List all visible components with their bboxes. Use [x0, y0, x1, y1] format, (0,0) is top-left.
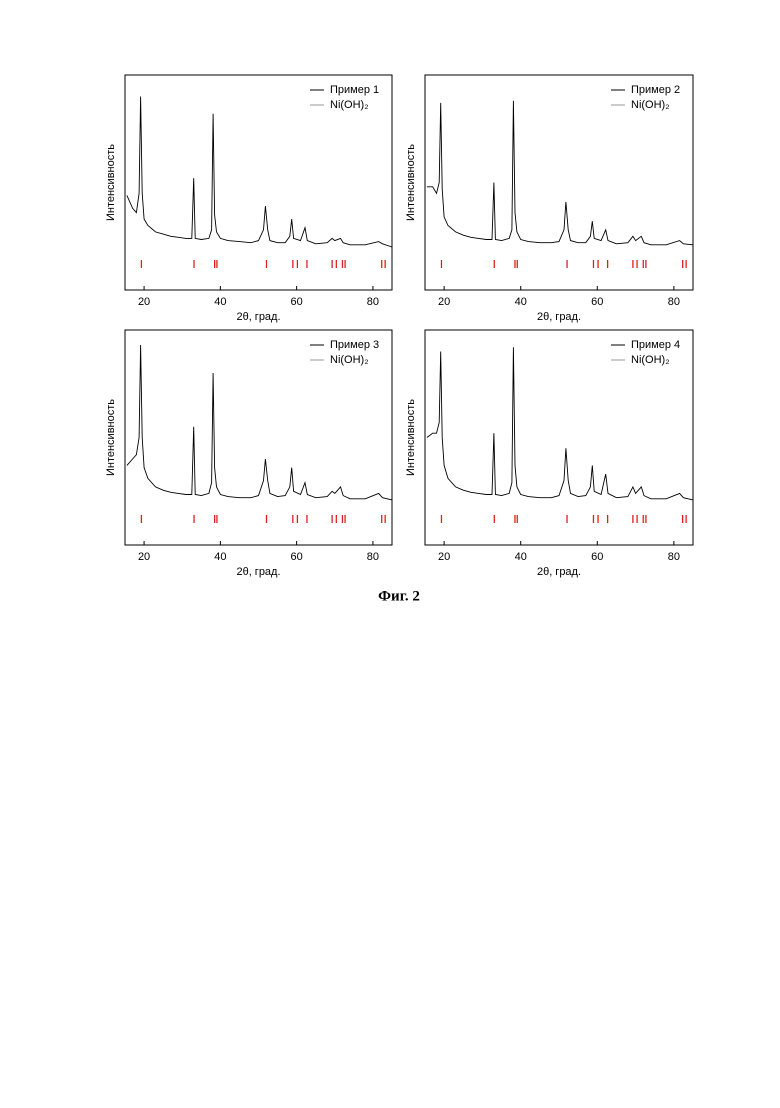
x-axis-label: 2θ, град. — [236, 566, 280, 578]
x-tick-label: 20 — [438, 296, 450, 308]
y-axis-label: Интенсивность — [105, 144, 117, 221]
legend-label: Ni(OH)₂ — [631, 354, 669, 366]
y-axis-label: Интенсивность — [405, 399, 417, 476]
x-tick-label: 20 — [138, 296, 150, 308]
y-axis-label: Интенсивность — [105, 399, 117, 476]
x-axis-label: 2θ, град. — [236, 311, 280, 323]
pattern-line — [127, 345, 392, 500]
x-tick-label: 80 — [367, 551, 379, 563]
x-tick-label: 20 — [438, 551, 450, 563]
legend-label: Ni(OH)₂ — [631, 99, 669, 111]
y-axis-label: Интенсивность — [405, 144, 417, 221]
x-tick-label: 20 — [138, 551, 150, 563]
x-tick-label: 40 — [214, 551, 226, 563]
pattern-line — [427, 347, 693, 500]
legend-label: Пример 1 — [330, 84, 379, 96]
x-tick-label: 60 — [291, 296, 303, 308]
pattern-line — [427, 101, 693, 245]
legend-label: Ni(OH)₂ — [330, 99, 368, 111]
x-tick-label: 80 — [367, 296, 379, 308]
legend-label: Ni(OH)₂ — [330, 354, 368, 366]
x-tick-label: 40 — [214, 296, 226, 308]
x-axis-label: 2θ, град. — [537, 311, 581, 323]
figure: Фиг. 2 20 40 60 80 2θ, град. Интенсивность При… — [0, 0, 780, 1103]
pattern-line — [127, 97, 392, 248]
page: Фиг. 2 20 40 60 80 2θ, град. Интенсивность При… — [0, 0, 780, 1108]
x-tick-label: 80 — [668, 296, 680, 308]
figure-caption: Фиг. 2 — [378, 588, 420, 604]
x-tick-label: 80 — [668, 551, 680, 563]
legend-label: Пример 2 — [631, 84, 680, 96]
x-tick-label: 60 — [591, 551, 603, 563]
legend-label: Пример 3 — [330, 339, 379, 351]
x-tick-label: 60 — [291, 551, 303, 563]
x-axis-label: 2θ, град. — [537, 566, 581, 578]
x-tick-label: 40 — [515, 296, 527, 308]
x-tick-label: 40 — [515, 551, 527, 563]
legend-label: Пример 4 — [631, 339, 680, 351]
x-tick-label: 60 — [591, 296, 603, 308]
